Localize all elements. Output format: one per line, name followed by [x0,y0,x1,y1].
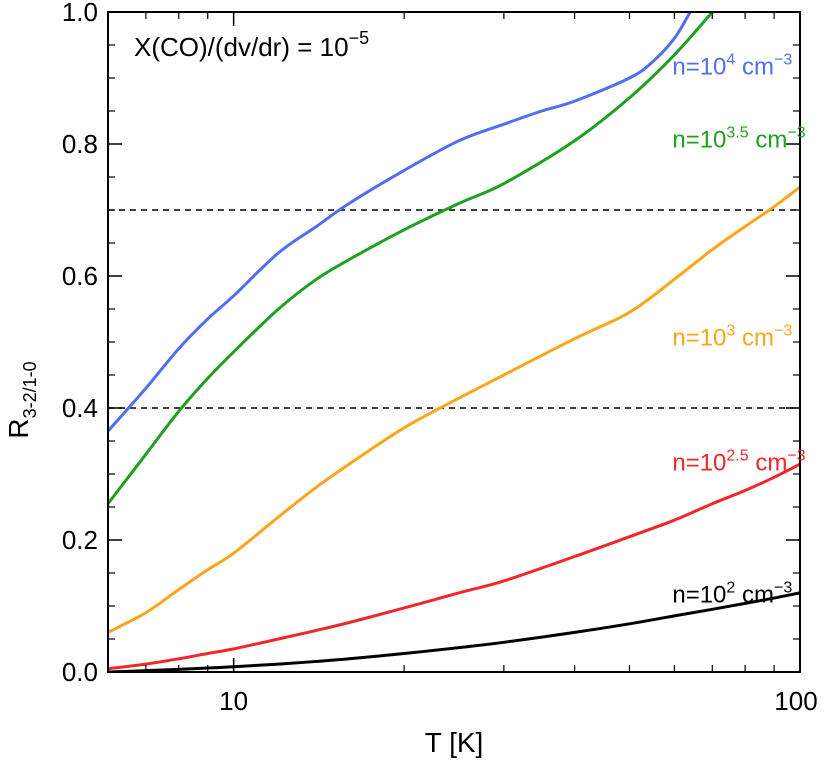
series-label-3: n=102.5 cm−3 [672,448,805,477]
x-axis-title: T [K] [425,727,484,758]
series-line-2 [108,185,800,634]
reference-lines [108,209,800,409]
series-group [108,12,800,672]
x-tick-label: 100 [774,686,817,716]
series-label-2: n=103 cm−3 [672,322,792,351]
y-tick-label: 0.6 [62,261,98,291]
chart-title: X(CO)/(dv/dr) = 10−5 [134,28,369,62]
series-labels: n=104 cm−3 n=103.5 cm−3 n=103 cm−3 n=102.5 … [672,52,805,609]
axis-ticks: 0.0 0.2 0.4 0.6 0.8 1.0 10 100 [62,0,818,716]
series-line-3 [108,462,800,671]
y-tick-label: 0.2 [62,525,98,555]
y-tick-label: 0.4 [62,393,98,423]
chart-title-exponent: −5 [349,28,370,48]
y-tick-label: 0.0 [62,657,98,687]
series-line-0 [108,12,692,433]
series-label-0: n=104 cm−3 [672,52,792,81]
y-tick-label: 1.0 [62,0,98,27]
y-tick-label: 0.8 [62,129,98,159]
y-axis-subscript: 3-2/1-0 [20,361,40,418]
series-label-1: n=103.5 cm−3 [672,124,805,153]
y-axis-title: R3-2/1-0 [3,361,40,438]
series-line-1 [108,12,714,505]
x-tick-label: 10 [219,686,248,716]
series-line-4 [108,591,800,672]
series-label-4: n=102 cm−3 [672,580,792,609]
